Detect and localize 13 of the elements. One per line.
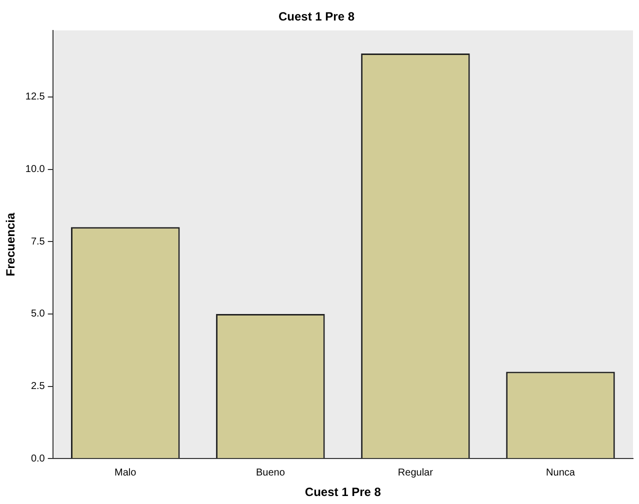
y-tick-label: 0.0 bbox=[30, 453, 46, 464]
x-tick-label: Regular bbox=[398, 467, 434, 478]
y-tick-label: 10.0 bbox=[25, 164, 46, 176]
x-tick-label: Malo bbox=[114, 467, 137, 478]
y-tick-label: 5.0 bbox=[30, 308, 46, 320]
x-axis-title: Cuest 1 Pre 8 bbox=[304, 485, 382, 500]
y-tick-label: 2.5 bbox=[30, 381, 46, 392]
x-tick-label: Nunca bbox=[546, 467, 576, 478]
x-tick-label: Bueno bbox=[256, 467, 286, 478]
y-axis-title: Frecuencia bbox=[4, 212, 18, 276]
y-tick-label: 7.5 bbox=[30, 236, 46, 248]
y-tick-label: 12.5 bbox=[25, 92, 46, 103]
chart-title: Cuest 1 Pre 8 bbox=[278, 10, 355, 24]
